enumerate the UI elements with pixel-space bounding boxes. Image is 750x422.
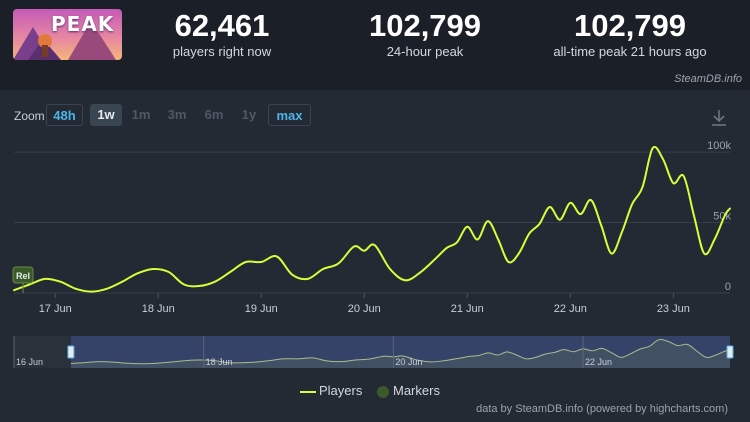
- legend-markers-icon: [377, 385, 389, 398]
- zoom-3m-button[interactable]: 3m: [167, 107, 187, 122]
- chart-panel: [0, 90, 750, 422]
- zoom-max-button[interactable]: max: [268, 104, 311, 126]
- stat-value: 102,799: [573, 8, 687, 43]
- footer-credit[interactable]: data by SteamDB.info (powered by highcha…: [476, 403, 728, 415]
- zoom-label: Zoom: [14, 109, 45, 123]
- stat-all-time-peak: 102,799 all-time peak 21 hours ago: [548, 8, 712, 60]
- zoom-1m-button[interactable]: 1m: [131, 107, 151, 122]
- legend-players-icon: [300, 390, 316, 393]
- logo-text: PEAK: [51, 12, 115, 36]
- stat-value: 102,799: [368, 8, 482, 43]
- download-icon[interactable]: [709, 108, 729, 128]
- stat-value: 62,461: [174, 8, 270, 43]
- game-logo[interactable]: PEAK: [13, 9, 122, 60]
- legend-players-label: Players: [319, 383, 363, 398]
- legend-players[interactable]: Players: [300, 383, 362, 398]
- stat-current-players: 62,461 players right now: [152, 8, 292, 60]
- zoom-1w-button[interactable]: 1w: [90, 104, 122, 126]
- stats-header: PEAK 62,461 players right now 102,799 24…: [0, 0, 750, 90]
- legend-markers-label: Markers: [393, 383, 440, 398]
- stat-24h-peak: 102,799 24-hour peak: [355, 8, 495, 60]
- stat-label: all-time peak 21 hours ago: [553, 44, 707, 59]
- game-logo-art: [13, 9, 122, 60]
- zoom-1y-button[interactable]: 1y: [241, 107, 257, 122]
- legend-markers[interactable]: Markers: [376, 383, 440, 399]
- steamdb-credit[interactable]: SteamDB.info: [674, 73, 742, 85]
- stat-label: players right now: [172, 44, 272, 59]
- zoom-6m-button[interactable]: 6m: [204, 107, 224, 122]
- zoom-48h-button[interactable]: 48h: [46, 104, 83, 126]
- stat-label: 24-hour peak: [386, 44, 464, 59]
